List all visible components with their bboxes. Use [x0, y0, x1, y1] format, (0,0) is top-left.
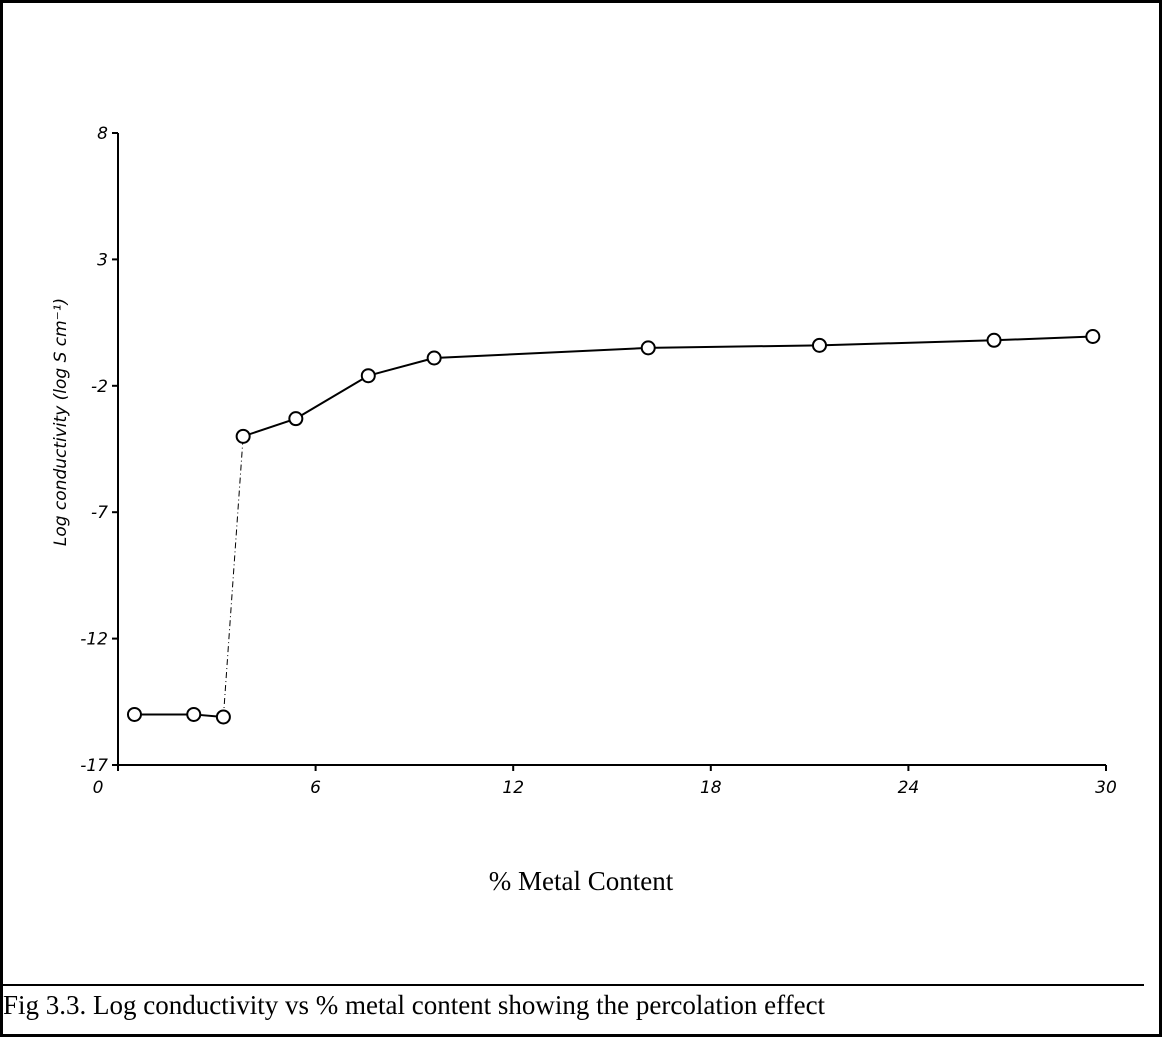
y-tick-label: -2: [91, 377, 108, 397]
series-segment: [819, 339, 995, 347]
x-tick-label: 18: [700, 778, 722, 798]
y-tick-label: -12: [80, 630, 108, 650]
data-point: [811, 337, 827, 353]
data-point: [235, 428, 251, 444]
y-ticks: 8 3 -2 -7 -12 -17: [80, 124, 118, 776]
series-segment: [648, 344, 820, 349]
y-axis-label: Log conductivity (log S cm⁻¹): [51, 298, 71, 546]
data-point: [360, 368, 376, 384]
series-segment: [368, 357, 435, 377]
series-segment: [242, 417, 297, 438]
data-point: [215, 709, 231, 725]
y-tick-label: 3: [97, 250, 108, 270]
data-point: [1085, 329, 1101, 345]
series-points: [126, 329, 1101, 725]
series-lines: [134, 335, 1093, 718]
series-segment: [434, 346, 649, 359]
x-tick-label: 12: [502, 778, 524, 798]
series-segment: [222, 436, 244, 718]
data-point: [186, 706, 202, 722]
x-tick-label: 0: [93, 778, 104, 798]
series-segment: [295, 374, 369, 420]
data-point: [986, 332, 1002, 348]
x-axis-label: % Metal Content: [488, 866, 674, 896]
data-point: [288, 411, 304, 427]
y-tick-label: -7: [91, 503, 108, 523]
series-segment: [993, 335, 1093, 342]
axes: [117, 133, 1106, 766]
caption-divider: [0, 984, 1144, 986]
figure-caption: Fig 3.3. Log conductivity vs % metal con…: [3, 990, 826, 1020]
x-ticks: 0 6 12 18 24 30: [93, 765, 1117, 798]
data-point: [126, 706, 142, 722]
data-point: [426, 350, 442, 366]
x-tick-label: 24: [898, 778, 920, 798]
x-tick-label: 30: [1095, 778, 1117, 798]
data-point: [640, 340, 656, 356]
y-axis-label-group: Log conductivity (log S cm⁻¹): [51, 298, 71, 546]
x-tick-label: 6: [310, 778, 321, 798]
y-tick-label: -17: [80, 756, 108, 776]
y-tick-label: 8: [97, 124, 108, 144]
